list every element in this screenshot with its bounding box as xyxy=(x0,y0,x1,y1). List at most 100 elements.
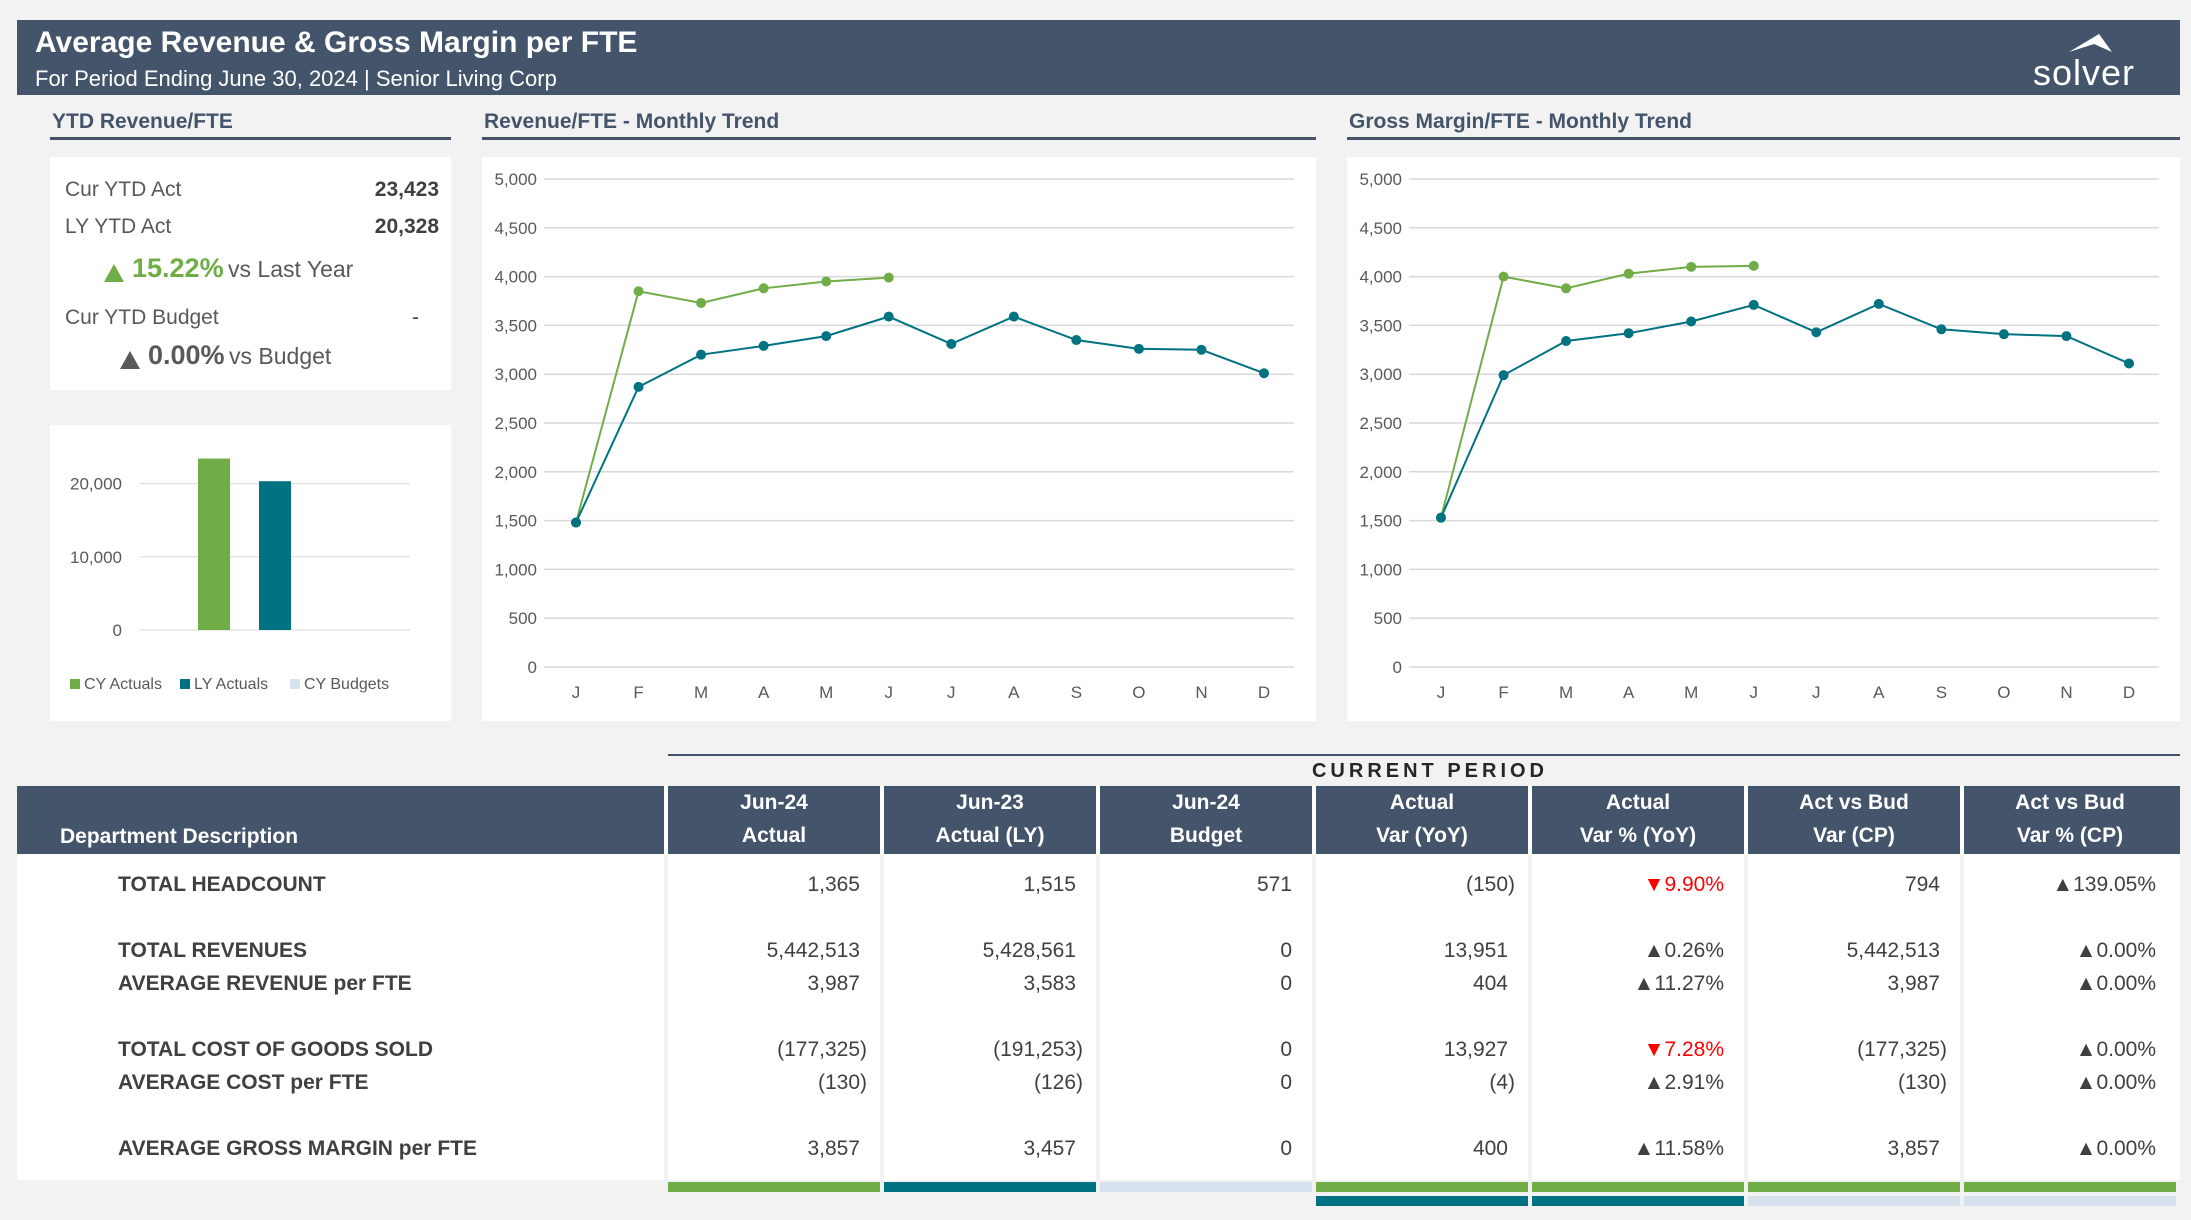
legend-swatch xyxy=(70,679,80,689)
y-tick-label: 4,000 xyxy=(1359,268,1402,287)
column-header-line2: Var % (YoY) xyxy=(1579,824,1697,847)
data-point xyxy=(1259,368,1269,379)
x-tick-label: S xyxy=(1936,683,1947,702)
table-cell: (150) xyxy=(1465,873,1515,896)
column-color-strip xyxy=(1748,1196,1960,1206)
x-tick-label: J xyxy=(572,683,581,702)
table-cell: ▲0.00% xyxy=(2075,1038,2156,1061)
x-tick-label: J xyxy=(1437,683,1446,702)
y-tick-label: 4,500 xyxy=(494,219,537,238)
row-description: AVERAGE GROSS MARGIN per FTE xyxy=(118,1137,477,1160)
data-point xyxy=(1623,268,1634,279)
margin-trend-rule xyxy=(1347,137,2180,140)
table-cell: 3,987 xyxy=(807,972,860,995)
data-point xyxy=(1748,299,1759,310)
column-header-line1: Actual xyxy=(1605,791,1671,814)
column-header-line2: Var (YoY) xyxy=(1376,824,1468,847)
table-cell: 0 xyxy=(1280,939,1292,962)
x-tick-label: A xyxy=(1873,683,1885,702)
x-tick-label: S xyxy=(1071,683,1082,702)
y-tick-label: 3,000 xyxy=(494,365,537,384)
y-tick-label: 2,000 xyxy=(494,463,537,482)
data-point xyxy=(1686,261,1697,272)
row-description: TOTAL COST OF GOODS SOLD xyxy=(118,1038,434,1061)
data-point xyxy=(758,340,769,351)
data-point xyxy=(696,297,707,308)
vs-budget-pct: 0.00% xyxy=(148,340,225,370)
solver-logo: solver xyxy=(2024,30,2144,93)
legend-swatch xyxy=(290,679,300,689)
x-tick-label: A xyxy=(1623,683,1635,702)
table-cell: 404 xyxy=(1472,972,1508,995)
table-cell: 3,857 xyxy=(807,1137,860,1160)
y-tick-label: 2,500 xyxy=(494,414,537,433)
table-cell: ▲0.00% xyxy=(2075,1071,2156,1094)
data-point xyxy=(1561,336,1572,347)
column-separator xyxy=(1960,854,1964,1180)
y-tick-label: 0 xyxy=(1393,658,1402,677)
y-tick-label: 1,000 xyxy=(1359,560,1402,579)
data-point xyxy=(883,272,894,283)
logo-mountain-icon xyxy=(2069,34,2112,52)
kpi-section-rule xyxy=(50,137,451,140)
up-triangle-icon xyxy=(120,350,140,369)
table-cell: ▲2.91% xyxy=(1643,1071,1724,1094)
margin-trend-chart: 0 500 1,000 1,500 2,000 2,500 3,000 3,500 4,000 4… xyxy=(1359,170,2159,702)
x-tick-label: O xyxy=(1997,683,2010,702)
column-header: Actual Var % (YoY) xyxy=(1532,786,1744,854)
column-color-strip xyxy=(1316,1182,1528,1192)
data-point xyxy=(633,381,644,392)
ly-ytd-act-label: LY YTD Act xyxy=(65,215,172,238)
legend-label: CY Actuals xyxy=(84,676,162,693)
column-header-line2: Actual (LY) xyxy=(935,824,1045,847)
data-point xyxy=(758,283,769,294)
table-cell: (177,325) xyxy=(777,1038,867,1061)
data-point xyxy=(1748,260,1759,271)
column-header: Act vs Bud Var % (CP) xyxy=(1964,786,2176,854)
column-header-line2: Var % (CP) xyxy=(2016,824,2124,847)
column-color-strip xyxy=(1100,1182,1312,1192)
data-point xyxy=(1008,311,1019,322)
column-header: Jun-24 Actual xyxy=(668,786,880,854)
y-tick-label: 500 xyxy=(1374,609,1402,628)
data-point xyxy=(2061,331,2072,342)
x-tick-label: D xyxy=(2123,683,2135,702)
kpi-panel: Cur YTD Act 23,423 LY YTD Act 20,328 15.… xyxy=(50,157,451,390)
table-cell: (126) xyxy=(1033,1071,1083,1094)
column-header: Act vs Bud Var (CP) xyxy=(1748,786,1960,854)
table-cell: 1,515 xyxy=(1023,873,1076,896)
table-cell: ▲0.00% xyxy=(2075,1137,2156,1160)
column-color-strip xyxy=(1532,1182,1744,1192)
data-point xyxy=(633,286,644,297)
table-cell: ▲11.58% xyxy=(1633,1137,1724,1160)
x-tick-label: A xyxy=(758,683,770,702)
table-cell: (130) xyxy=(817,1071,867,1094)
data-point xyxy=(571,517,581,528)
margin-trend-panel: 0 500 1,000 1,500 2,000 2,500 3,000 3,500 4,000 4… xyxy=(1347,157,2180,721)
column-header-line2: Var (CP) xyxy=(1813,824,1895,847)
column-header-line1: Jun-23 xyxy=(956,791,1024,814)
data-point xyxy=(1623,328,1634,339)
column-separator xyxy=(1960,786,1964,854)
column-separator xyxy=(1312,854,1316,1180)
data-point xyxy=(821,276,832,287)
data-point xyxy=(946,338,957,349)
vs-budget-row: 0.00% vs Budget xyxy=(120,340,331,371)
vs-ly-suffix: vs Last Year xyxy=(228,256,354,282)
data-point xyxy=(1811,327,1822,338)
column-separator xyxy=(1528,854,1532,1180)
data-point xyxy=(1436,512,1446,523)
column-color-strip xyxy=(1964,1182,2176,1192)
data-point xyxy=(883,311,894,322)
x-tick-label: O xyxy=(1132,683,1145,702)
table-cell: 0 xyxy=(1280,972,1292,995)
table-cell: (177,325) xyxy=(1857,1038,1947,1061)
data-point xyxy=(1196,344,1207,355)
y-tick-label: 10,000 xyxy=(70,548,122,567)
column-header-line2: Actual xyxy=(741,824,807,847)
column-separator xyxy=(1744,854,1748,1180)
table-cell: ▲0.00% xyxy=(2075,939,2156,962)
column-header-line2: Budget xyxy=(1169,824,1243,847)
up-triangle-icon xyxy=(104,263,124,282)
bar-1 xyxy=(198,458,230,630)
